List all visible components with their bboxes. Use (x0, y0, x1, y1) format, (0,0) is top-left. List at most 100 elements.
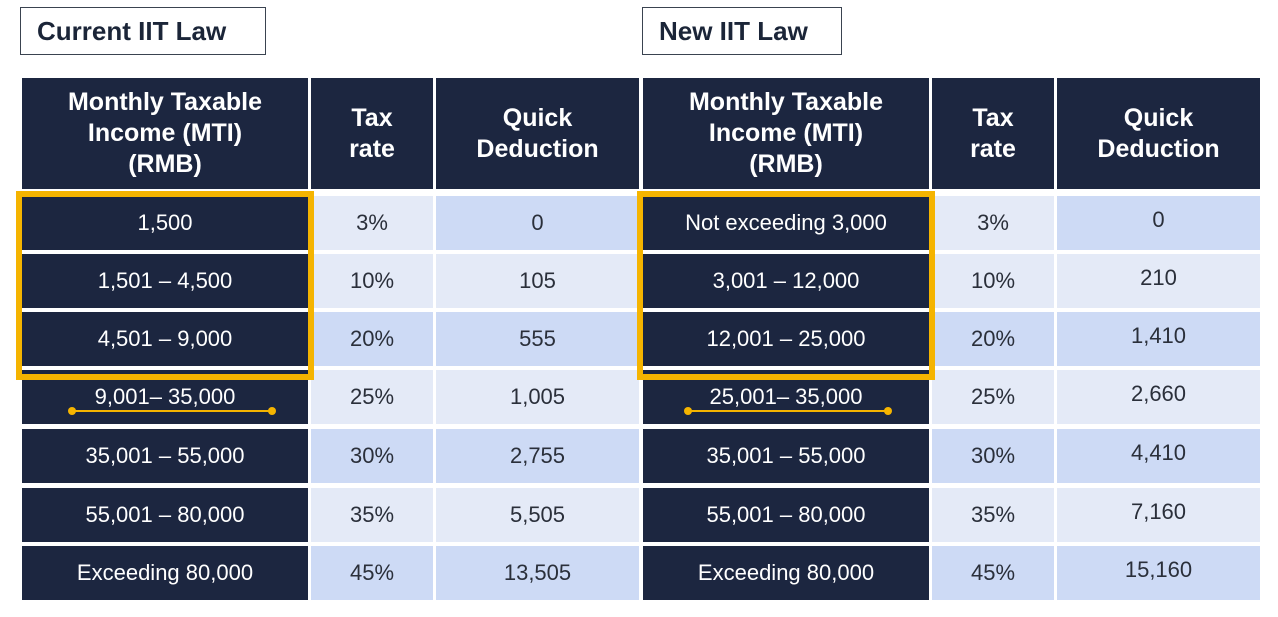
current-row-1-deduction: 0 (436, 196, 639, 250)
new-row-4-rate: 25% (932, 370, 1054, 424)
current-header-mti: Monthly Taxable Income (MTI) (RMB) (22, 78, 308, 189)
current-row-5-deduction-text: 2,755 (509, 443, 566, 468)
new-row-7-income-text: Exceeding 80,000 (697, 560, 875, 585)
new-row-5-deduction-text: 4,410 (1130, 440, 1187, 465)
current-row-5-deduction: 2,755 (436, 429, 639, 483)
current-row-6-deduction-text: 5,505 (509, 502, 566, 527)
current-row-5-income: 35,001 – 55,000 (22, 429, 308, 483)
new-bracket-underline-dot-right (884, 407, 892, 415)
new-header-deduction-text: Quick Deduction (1097, 103, 1220, 163)
current-row-5-rate: 30% (311, 429, 433, 483)
new-row-5-deduction: 4,410 (1057, 429, 1260, 483)
current-row-7-income-text: Exceeding 80,000 (76, 560, 254, 585)
current-law-label: Current IIT Law (20, 7, 266, 55)
new-row-5-income-text: 35,001 – 55,000 (706, 443, 866, 468)
new-header-deduction: Quick Deduction (1057, 78, 1260, 189)
new-header-rate-text: Tax rate (970, 103, 1016, 163)
new-row-6-income: 55,001 – 80,000 (643, 488, 929, 542)
new-row-3-rate: 20% (932, 312, 1054, 366)
current-row-4-income: 9,001– 35,000 (22, 370, 308, 424)
new-row-3-rate-text: 20% (970, 326, 1016, 351)
new-row-6-rate: 35% (932, 488, 1054, 542)
current-row-2-income-text: 1,501 – 4,500 (97, 268, 233, 293)
new-row-4-deduction: 2,660 (1057, 370, 1260, 424)
new-row-1-income: Not exceeding 3,000 (643, 196, 929, 250)
new-row-2-income-text: 3,001 – 12,000 (712, 268, 860, 293)
current-row-2-rate-text: 10% (349, 268, 395, 293)
current-row-4-rate: 25% (311, 370, 433, 424)
current-header-rate-text: Tax rate (349, 103, 395, 163)
current-header-deduction-text: Quick Deduction (476, 103, 599, 163)
new-row-1-rate: 3% (932, 196, 1054, 250)
new-row-7-income: Exceeding 80,000 (643, 546, 929, 600)
current-row-1-deduction-text: 0 (531, 210, 544, 235)
current-row-4-deduction: 1,005 (436, 370, 639, 424)
current-row-4-income-text: 9,001– 35,000 (94, 384, 236, 409)
new-row-2-deduction: 210 (1057, 254, 1260, 308)
current-row-3-income: 4,501 – 9,000 (22, 312, 308, 366)
current-row-7-income: Exceeding 80,000 (22, 546, 308, 600)
current-row-6-deduction: 5,505 (436, 488, 639, 542)
new-bracket-underline (688, 410, 888, 412)
current-law-label-text: Current IIT Law (37, 15, 227, 46)
current-bracket-underline-dot-right (268, 407, 276, 415)
new-law-label-text: New IIT Law (659, 15, 808, 46)
new-row-6-income-text: 55,001 – 80,000 (706, 502, 866, 527)
new-header-mti: Monthly Taxable Income (MTI) (RMB) (643, 78, 929, 189)
current-row-1-income-text: 1,500 (137, 210, 193, 235)
new-row-3-deduction: 1,410 (1057, 312, 1260, 366)
current-row-2-deduction: 105 (436, 254, 639, 308)
current-header-mti-text: Monthly Taxable Income (MTI) (RMB) (67, 88, 262, 178)
current-row-7-rate: 45% (311, 546, 433, 600)
current-bracket-underline-dot-left (68, 407, 76, 415)
new-row-5-income: 35,001 – 55,000 (643, 429, 929, 483)
current-row-7-rate-text: 45% (349, 560, 395, 585)
new-row-5-rate-text: 30% (970, 443, 1016, 468)
current-row-5-rate-text: 30% (349, 443, 395, 468)
new-bracket-underline-dot-left (684, 407, 692, 415)
new-row-4-income: 25,001– 35,000 (643, 370, 929, 424)
current-row-3-deduction-text: 555 (519, 326, 556, 351)
new-row-3-income: 12,001 – 25,000 (643, 312, 929, 366)
new-row-6-rate-text: 35% (970, 502, 1016, 527)
current-row-2-rate: 10% (311, 254, 433, 308)
new-row-2-rate: 10% (932, 254, 1054, 308)
new-row-4-rate-text: 25% (970, 384, 1016, 409)
new-row-4-income-text: 25,001– 35,000 (709, 384, 863, 409)
current-row-1-rate: 3% (311, 196, 433, 250)
new-row-6-deduction: 7,160 (1057, 488, 1260, 542)
current-row-5-income-text: 35,001 – 55,000 (85, 443, 245, 468)
current-row-3-income-text: 4,501 – 9,000 (97, 326, 233, 351)
new-row-2-deduction-text: 210 (1140, 265, 1177, 290)
current-row-7-deduction-text: 13,505 (503, 560, 572, 585)
new-row-1-deduction: 0 (1057, 196, 1260, 250)
current-row-3-rate: 20% (311, 312, 433, 366)
current-row-3-rate-text: 20% (349, 326, 395, 351)
current-row-3-deduction: 555 (436, 312, 639, 366)
new-row-5-rate: 30% (932, 429, 1054, 483)
current-row-6-income-text: 55,001 – 80,000 (85, 502, 245, 527)
new-row-7-deduction-text: 15,160 (1124, 557, 1193, 582)
new-row-4-deduction-text: 2,660 (1130, 381, 1187, 406)
current-row-4-rate-text: 25% (349, 384, 395, 409)
current-bracket-underline (72, 410, 272, 412)
new-row-1-rate-text: 3% (977, 210, 1009, 235)
new-law-label: New IIT Law (642, 7, 842, 55)
new-row-1-income-text: Not exceeding 3,000 (685, 210, 887, 235)
new-row-2-income: 3,001 – 12,000 (643, 254, 929, 308)
new-row-7-rate-text: 45% (970, 560, 1016, 585)
current-row-6-rate: 35% (311, 488, 433, 542)
new-row-7-rate: 45% (932, 546, 1054, 600)
current-header-deduction: Quick Deduction (436, 78, 639, 189)
new-row-7-deduction: 15,160 (1057, 546, 1260, 600)
current-row-4-deduction-text: 1,005 (509, 384, 566, 409)
current-row-1-income: 1,500 (22, 196, 308, 250)
current-row-2-income: 1,501 – 4,500 (22, 254, 308, 308)
new-row-3-deduction-text: 1,410 (1130, 323, 1187, 348)
new-row-6-deduction-text: 7,160 (1130, 499, 1187, 524)
new-row-2-rate-text: 10% (970, 268, 1016, 293)
current-row-2-deduction-text: 105 (519, 268, 556, 293)
new-header-mti-text: Monthly Taxable Income (MTI) (RMB) (688, 88, 883, 178)
current-row-6-income: 55,001 – 80,000 (22, 488, 308, 542)
new-header-rate: Tax rate (932, 78, 1054, 189)
